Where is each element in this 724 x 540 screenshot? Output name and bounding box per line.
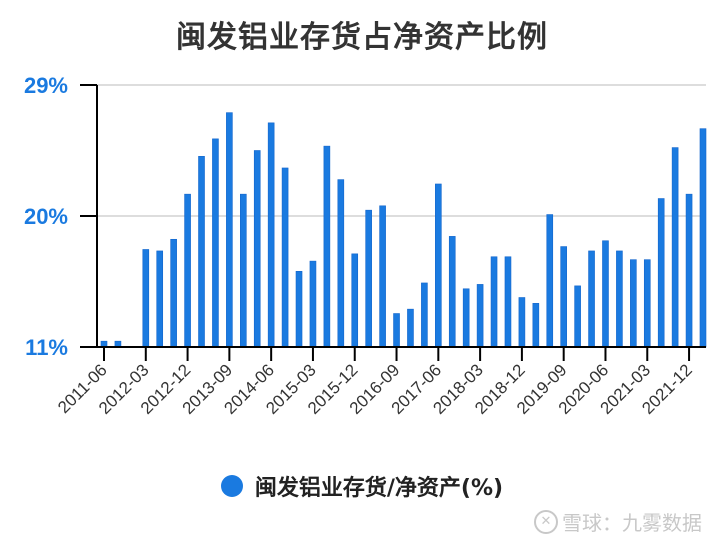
snowball-logo-icon: ✕	[534, 509, 558, 534]
bar[interactable]	[616, 250, 623, 348]
bar[interactable]	[295, 271, 303, 348]
watermark: ✕ 雪球：九雾数据	[534, 507, 702, 536]
y-tick-label: 29%	[24, 73, 68, 98]
bar[interactable]	[226, 112, 233, 348]
bar[interactable]	[602, 240, 609, 348]
legend[interactable]: 闽发铝业存货/净资产(%)	[0, 470, 724, 502]
bar[interactable]	[170, 238, 177, 348]
bar[interactable]	[574, 285, 581, 348]
bar[interactable]	[393, 313, 400, 348]
bar[interactable]	[490, 256, 498, 348]
bar[interactable]	[421, 282, 428, 348]
y-tick-label: 11%	[25, 335, 68, 360]
bar[interactable]	[504, 256, 512, 348]
bar[interactable]	[630, 259, 637, 348]
bar[interactable]	[323, 145, 331, 348]
bar[interactable]	[657, 198, 665, 348]
bar[interactable]	[407, 308, 414, 348]
bar[interactable]	[518, 297, 526, 348]
bar[interactable]	[462, 288, 470, 348]
bar[interactable]	[588, 250, 595, 348]
bar[interactable]	[560, 246, 567, 348]
bar[interactable]	[309, 260, 317, 348]
bar[interactable]	[448, 236, 456, 348]
bar[interactable]	[184, 193, 191, 348]
watermark-text: 雪球：九雾数据	[562, 511, 702, 535]
bar[interactable]	[267, 122, 275, 348]
bar[interactable]	[240, 193, 247, 348]
bar[interactable]	[685, 193, 693, 348]
chart-title: 闽发铝业存货占净资产比例	[176, 20, 548, 55]
bar[interactable]	[212, 138, 219, 348]
bar[interactable]	[546, 214, 554, 348]
legend-label: 闽发铝业存货/净资产(%)	[254, 476, 504, 501]
bar[interactable]	[671, 147, 679, 348]
bar[interactable]	[142, 249, 150, 348]
bar[interactable]	[379, 205, 386, 348]
bar[interactable]	[156, 250, 164, 348]
bar[interactable]	[435, 183, 442, 348]
y-tick-label: 20%	[24, 204, 68, 229]
bar[interactable]	[699, 128, 707, 348]
bar[interactable]	[643, 259, 651, 348]
bar[interactable]	[281, 167, 289, 348]
bar[interactable]	[351, 253, 359, 348]
bar[interactable]	[365, 209, 372, 348]
bar[interactable]	[337, 179, 345, 348]
bar[interactable]	[532, 303, 540, 348]
bar[interactable]	[198, 156, 205, 348]
bar[interactable]	[476, 284, 484, 348]
legend-marker-icon	[220, 475, 243, 497]
bar[interactable]	[253, 150, 261, 348]
